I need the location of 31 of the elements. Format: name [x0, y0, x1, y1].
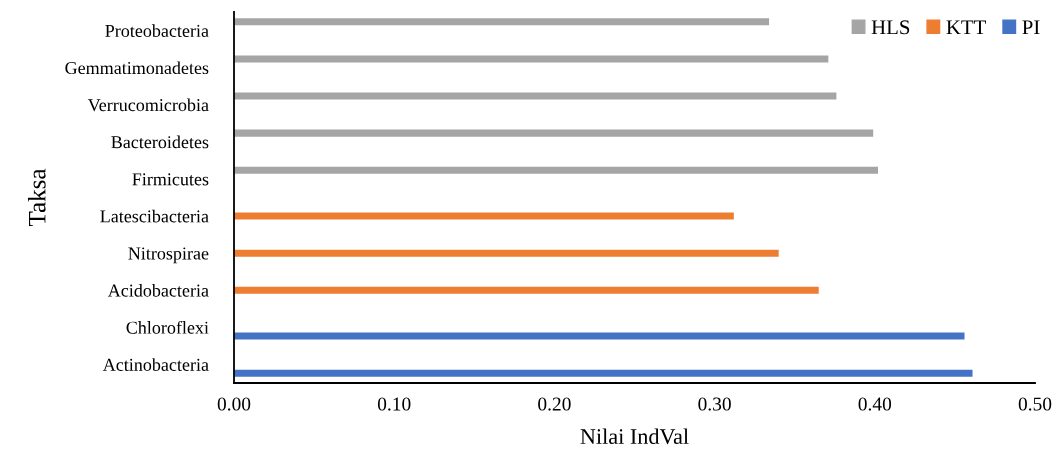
x-tick-label: 0.50 — [1018, 397, 1052, 411]
bar — [234, 212, 734, 220]
x-tick-label: 0.20 — [538, 397, 571, 411]
y-tick-label: Verrucomicrobia — [87, 98, 209, 112]
y-tick-label: Latescibacteria — [100, 209, 209, 223]
y-tick-label: Chloroflexi — [126, 320, 209, 334]
bar — [234, 92, 837, 100]
x-tick-label: 0.00 — [217, 397, 251, 411]
x-tick-label: 0.40 — [858, 397, 892, 411]
bar — [234, 286, 819, 294]
y-tick-label: Actinobacteria — [102, 358, 209, 371]
y-tick-label: Acidobacteria — [107, 283, 209, 297]
y-tick-label: Firmicutes — [132, 173, 209, 186]
x-tick-label: 0.30 — [698, 397, 731, 411]
x-tick-label: 0.10 — [377, 397, 411, 411]
bar — [234, 369, 973, 377]
legend-label: KTT — [946, 20, 986, 35]
bar — [234, 166, 878, 174]
bar — [234, 18, 770, 26]
y-tick-label: Nitrospirae — [128, 247, 209, 264]
bar — [234, 332, 965, 340]
y-axis-title: Taksa — [28, 168, 46, 227]
bar — [234, 55, 829, 63]
x-axis-title: Nilai IndVal — [580, 428, 689, 445]
legend-label: PI — [1022, 20, 1040, 35]
legend-label: HLS — [871, 20, 910, 35]
bar — [234, 249, 779, 257]
y-tick-label: Gemmatimonadetes — [65, 61, 209, 75]
y-tick-label: Proteobacteria — [105, 24, 209, 37]
bar — [234, 129, 874, 137]
y-tick-label: Bacteroidetes — [111, 135, 209, 149]
